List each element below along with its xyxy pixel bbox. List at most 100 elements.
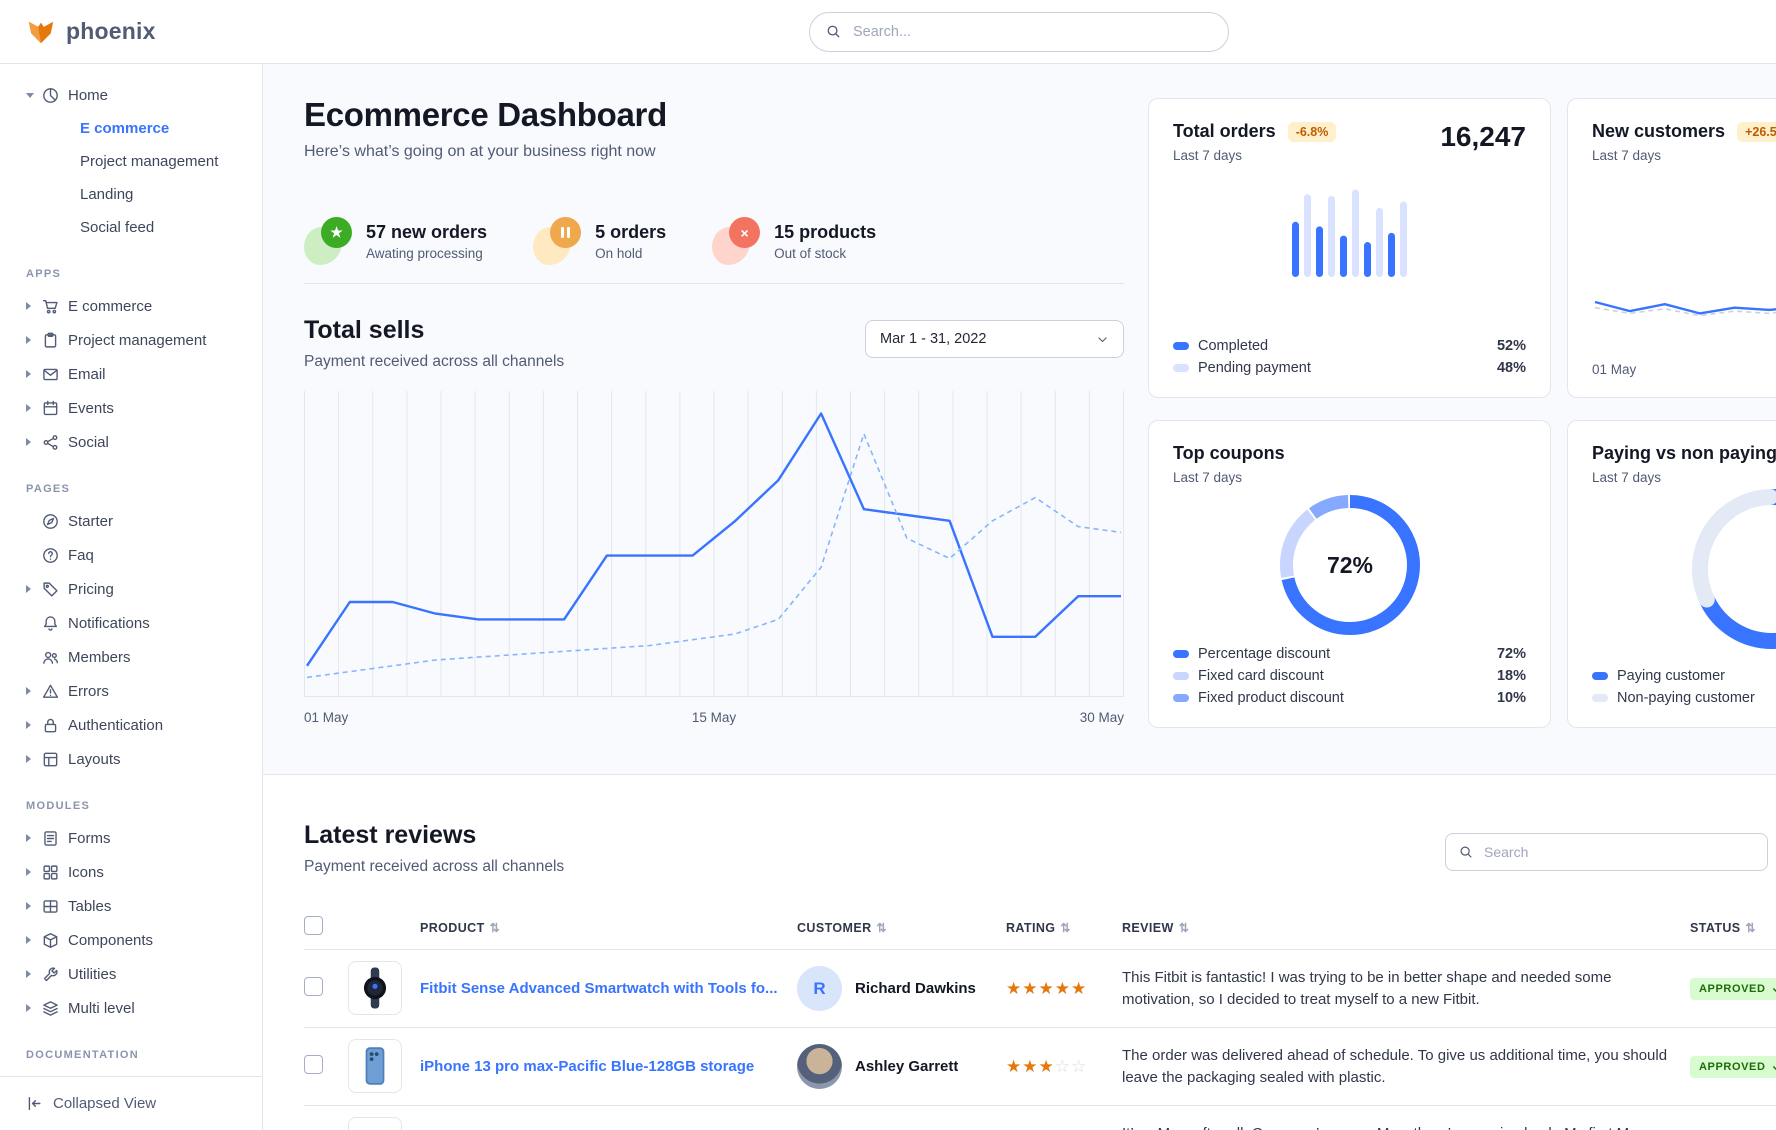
sidebar-subitem-e-commerce[interactable]: E commerce xyxy=(80,120,170,137)
change-badge: +26.5% xyxy=(1737,121,1776,142)
sidebar-item-components[interactable]: Components xyxy=(0,923,256,957)
sidebar-item-home[interactable]: Home xyxy=(0,78,256,112)
top-coupons-legend: Percentage discount 72% Fixed card discoun… xyxy=(1173,643,1526,709)
total-sells-chart xyxy=(304,391,1124,702)
search-icon xyxy=(826,24,841,39)
sidebar-item-label: Forms xyxy=(68,829,111,847)
sidebar-item-social[interactable]: Social xyxy=(0,425,256,459)
sidebar-item-label: Authentication xyxy=(68,716,164,734)
product-link[interactable]: Fitbit Sense Advanced Smartwatch with To… xyxy=(420,980,778,997)
sidebar-item-utilities[interactable]: Utilities xyxy=(0,957,256,991)
sidebar-item-faq[interactable]: Faq xyxy=(0,538,256,572)
avatar xyxy=(797,1044,842,1089)
sidebar-subitem-landing[interactable]: Landing xyxy=(80,186,134,203)
page-subtitle: Here’s what’s going on at your business … xyxy=(304,143,656,160)
rating-stars: ★★★☆☆ xyxy=(1006,1056,1088,1076)
check-icon xyxy=(1772,988,1776,992)
date-range-select[interactable]: Mar 1 - 31, 2022 xyxy=(865,320,1124,358)
select-all-checkbox[interactable] xyxy=(304,915,323,935)
product-link[interactable]: iPhone 13 pro max-Pacific Blue-128GB sto… xyxy=(420,1058,755,1075)
sidebar-item-e-commerce[interactable]: E commerce xyxy=(0,289,256,323)
table-header-row: PRODUCT ⇅ CUSTOMER ⇅ RATING ⇅ REVIEW ⇅ STATUS ⇅ xyxy=(304,906,1776,950)
x-tick: 15 May xyxy=(691,710,737,725)
sidebar-item-email[interactable]: Email xyxy=(0,357,256,391)
caret-right-icon xyxy=(26,370,42,378)
users-icon xyxy=(42,649,59,666)
dashboard-section: Ecommerce Dashboard Here’s what’s going … xyxy=(263,64,1776,774)
column-header-review[interactable]: REVIEW ⇅ xyxy=(1122,920,1190,935)
sidebar-item-notifications[interactable]: Notifications xyxy=(0,606,256,640)
caret-right-icon xyxy=(26,936,42,944)
reviews-subtitle: Payment received across all channels xyxy=(304,858,565,875)
sidebar-item-label: Faq xyxy=(68,546,94,564)
reviews-search[interactable] xyxy=(1445,833,1768,871)
legend-label: Pending payment xyxy=(1198,360,1311,376)
pause-icon xyxy=(533,217,582,265)
sidebar-item-label: Notifications xyxy=(68,614,150,632)
sidebar-item-label: Utilities xyxy=(68,965,117,983)
legend-item: Paying customer xyxy=(1592,665,1776,687)
sidebar-subitem-project-management[interactable]: Project management xyxy=(80,153,219,170)
brand-logo[interactable]: phoenix xyxy=(0,17,156,47)
change-badge: -6.8% xyxy=(1287,121,1337,142)
warning-triangle-icon xyxy=(42,683,59,700)
new-customers-card: New customers +26.5% Last 7 days 01 May xyxy=(1567,98,1776,398)
status-badge: APPROVED xyxy=(1690,977,1776,1000)
compass-icon xyxy=(42,513,59,530)
sort-icon: ⇅ xyxy=(489,920,501,935)
global-search-input[interactable] xyxy=(851,22,1212,41)
quick-stat: × 15 products Out of stock xyxy=(712,217,876,265)
sidebar-item-label: Events xyxy=(68,399,114,417)
sidebar-item-project-management[interactable]: Project management xyxy=(0,323,256,357)
sidebar-item-forms[interactable]: Forms xyxy=(0,821,256,855)
sidebar-item-label: Layouts xyxy=(68,750,121,768)
form-icon xyxy=(42,830,59,847)
collapse-view-button[interactable]: Collapsed View xyxy=(0,1076,262,1130)
top-navbar: phoenix xyxy=(0,0,1776,64)
legend-value: 48% xyxy=(1496,360,1526,376)
caret-right-icon xyxy=(26,302,42,310)
sidebar-item-multi-level[interactable]: Multi level xyxy=(0,991,256,1025)
x-tick: 01 May xyxy=(304,710,349,725)
card-period: Last 7 days xyxy=(1592,470,1662,485)
sidebar-item-errors[interactable]: Errors xyxy=(0,674,256,708)
row-checkbox[interactable] xyxy=(304,976,323,996)
sidebar-section-documentation: DOCUMENTATION xyxy=(26,1049,140,1061)
total-orders-legend: Completed 52% Pending payment 48% xyxy=(1173,335,1526,379)
reviews-search-input[interactable] xyxy=(1482,843,1754,861)
sidebar-item-authentication[interactable]: Authentication xyxy=(0,708,256,742)
sidebar-item-starter[interactable]: Starter xyxy=(0,504,256,538)
sidebar-item-pricing[interactable]: Pricing xyxy=(0,572,256,606)
review-text: The order was delivered ahead of schedul… xyxy=(1122,1047,1668,1086)
column-header-product[interactable]: PRODUCT ⇅ xyxy=(420,920,501,935)
column-header-rating[interactable]: RATING ⇅ xyxy=(1006,920,1071,935)
product-image xyxy=(348,1039,402,1093)
column-header-status[interactable]: STATUS ⇅ xyxy=(1690,920,1757,935)
divider xyxy=(304,283,1124,284)
lock-icon xyxy=(42,717,59,734)
review-row: iPhone 13 pro max-Pacific Blue-128GB sto… xyxy=(304,1028,1776,1106)
sidebar-item-icons[interactable]: Icons xyxy=(0,855,256,889)
question-circle-icon xyxy=(42,547,59,564)
kpi-cards: Total orders -6.8% Last 7 days 16,247 Co… xyxy=(1148,98,1776,774)
row-checkbox[interactable] xyxy=(304,1054,323,1074)
sidebar-subitem-social-feed[interactable]: Social feed xyxy=(80,219,155,236)
envelope-icon xyxy=(42,366,59,383)
sidebar-item-label: Home xyxy=(68,86,109,104)
review-row: Fitbit Sense Advanced Smartwatch with To… xyxy=(304,950,1776,1028)
sidebar-item-label: Multi level xyxy=(68,999,135,1017)
total-orders-card: Total orders -6.8% Last 7 days 16,247 Co… xyxy=(1148,98,1551,398)
caret-right-icon xyxy=(26,868,42,876)
caret-right-icon xyxy=(26,834,42,842)
table-icon xyxy=(42,898,59,915)
stat-value: 5 orders xyxy=(595,221,667,242)
sidebar-item-members[interactable]: Members xyxy=(0,640,256,674)
sidebar-item-tables[interactable]: Tables xyxy=(0,889,256,923)
card-period: Last 7 days xyxy=(1592,148,1662,163)
reviews-table: PRODUCT ⇅ CUSTOMER ⇅ RATING ⇅ REVIEW ⇅ STATUS ⇅ Fi… xyxy=(304,906,1776,1130)
global-search[interactable] xyxy=(809,11,1229,52)
column-header-customer[interactable]: CUSTOMER ⇅ xyxy=(797,920,887,935)
sidebar-item-events[interactable]: Events xyxy=(0,391,256,425)
sidebar-item-label: Project management xyxy=(68,331,207,349)
sidebar-item-layouts[interactable]: Layouts xyxy=(0,742,256,776)
